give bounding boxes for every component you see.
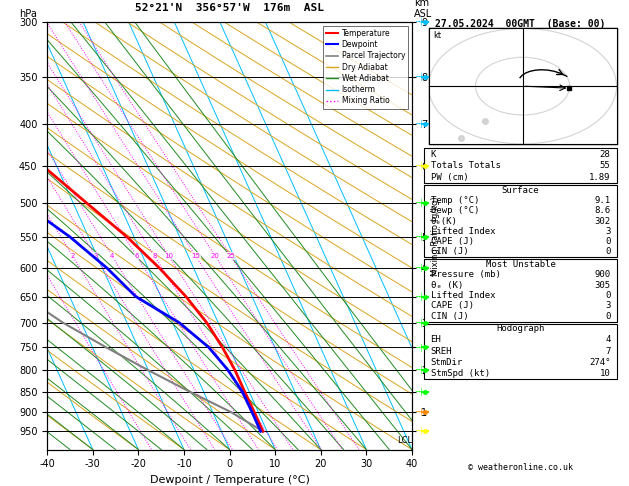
Text: CAPE (J): CAPE (J) (430, 301, 474, 311)
Text: CIN (J): CIN (J) (430, 312, 468, 321)
Text: Mixing Ratio (g/kg): Mixing Ratio (g/kg) (431, 196, 440, 276)
Text: 305: 305 (594, 280, 611, 290)
Text: 0: 0 (605, 247, 611, 256)
Text: Surface: Surface (502, 186, 539, 195)
Legend: Temperature, Dewpoint, Parcel Trajectory, Dry Adiabat, Wet Adiabat, Isotherm, Mi: Temperature, Dewpoint, Parcel Trajectory… (323, 26, 408, 108)
Text: Most Unstable: Most Unstable (486, 260, 555, 269)
Text: ─┤: ─┤ (415, 17, 424, 26)
Bar (425, 186, 616, 257)
Text: 8: 8 (152, 253, 157, 259)
Text: 3: 3 (605, 301, 611, 311)
Text: ─┤: ─┤ (415, 199, 424, 208)
Text: 20: 20 (211, 253, 220, 259)
Text: θₑ(K): θₑ(K) (430, 217, 457, 226)
Text: 15: 15 (191, 253, 200, 259)
Text: 10: 10 (599, 369, 611, 378)
Text: Temp (°C): Temp (°C) (430, 196, 479, 205)
Text: LCL: LCL (397, 436, 412, 445)
Text: ─┤: ─┤ (415, 319, 424, 327)
Text: 55: 55 (599, 161, 611, 170)
Text: 52°21'N  356°57'W  176m  ASL: 52°21'N 356°57'W 176m ASL (135, 3, 324, 13)
Bar (425, 324, 616, 380)
Text: 0: 0 (605, 312, 611, 321)
Text: 4: 4 (110, 253, 114, 259)
Text: PW (cm): PW (cm) (430, 173, 468, 182)
Text: kt: kt (433, 31, 442, 40)
Text: Dewp (°C): Dewp (°C) (430, 207, 479, 215)
Text: ─┤: ─┤ (415, 366, 424, 374)
Text: 9.1: 9.1 (594, 196, 611, 205)
Text: 25: 25 (226, 253, 235, 259)
Text: 2: 2 (70, 253, 75, 259)
Text: StmSpd (kt): StmSpd (kt) (430, 369, 489, 378)
Text: StmDir: StmDir (430, 358, 463, 367)
Text: 0: 0 (605, 237, 611, 246)
Text: 0: 0 (605, 291, 611, 300)
Text: Totals Totals: Totals Totals (430, 161, 501, 170)
X-axis label: Dewpoint / Temperature (°C): Dewpoint / Temperature (°C) (150, 475, 309, 485)
Text: 302: 302 (594, 217, 611, 226)
Text: 6: 6 (134, 253, 139, 259)
Text: 10: 10 (164, 253, 173, 259)
Bar (428, 29, 616, 144)
Text: 1.89: 1.89 (589, 173, 611, 182)
Text: ─┤: ─┤ (415, 233, 424, 242)
Text: 3: 3 (93, 253, 97, 259)
Text: Hodograph: Hodograph (496, 325, 545, 333)
Text: 28: 28 (599, 150, 611, 159)
Text: 7: 7 (605, 347, 611, 356)
Text: 900: 900 (594, 270, 611, 279)
Text: hPa: hPa (19, 9, 36, 19)
Text: 8.6: 8.6 (594, 207, 611, 215)
Text: ─┤: ─┤ (415, 162, 424, 170)
Text: ─┤: ─┤ (415, 264, 424, 272)
Text: 4: 4 (605, 335, 611, 344)
Text: θₑ (K): θₑ (K) (430, 280, 463, 290)
Text: SREH: SREH (430, 347, 452, 356)
Text: ─┤: ─┤ (415, 72, 424, 81)
Text: ─┤: ─┤ (415, 120, 424, 128)
Text: 27.05.2024  00GMT  (Base: 00): 27.05.2024 00GMT (Base: 00) (435, 19, 606, 29)
Text: EH: EH (430, 335, 442, 344)
Text: CAPE (J): CAPE (J) (430, 237, 474, 246)
Text: 274°: 274° (589, 358, 611, 367)
Text: ─┤: ─┤ (415, 293, 424, 301)
Text: ─┤: ─┤ (415, 388, 424, 396)
Text: K: K (430, 150, 436, 159)
Bar (425, 149, 616, 183)
Text: Lifted Index: Lifted Index (430, 227, 495, 236)
Text: CIN (J): CIN (J) (430, 247, 468, 256)
Text: ─┤: ─┤ (415, 408, 424, 417)
Text: Lifted Index: Lifted Index (430, 291, 495, 300)
Text: ─┤: ─┤ (415, 427, 424, 435)
Bar (425, 260, 616, 322)
Text: km
ASL: km ASL (414, 0, 432, 19)
Text: ─┤: ─┤ (415, 343, 424, 351)
Text: © weatheronline.co.uk: © weatheronline.co.uk (468, 463, 573, 471)
Text: 3: 3 (605, 227, 611, 236)
Text: Pressure (mb): Pressure (mb) (430, 270, 501, 279)
